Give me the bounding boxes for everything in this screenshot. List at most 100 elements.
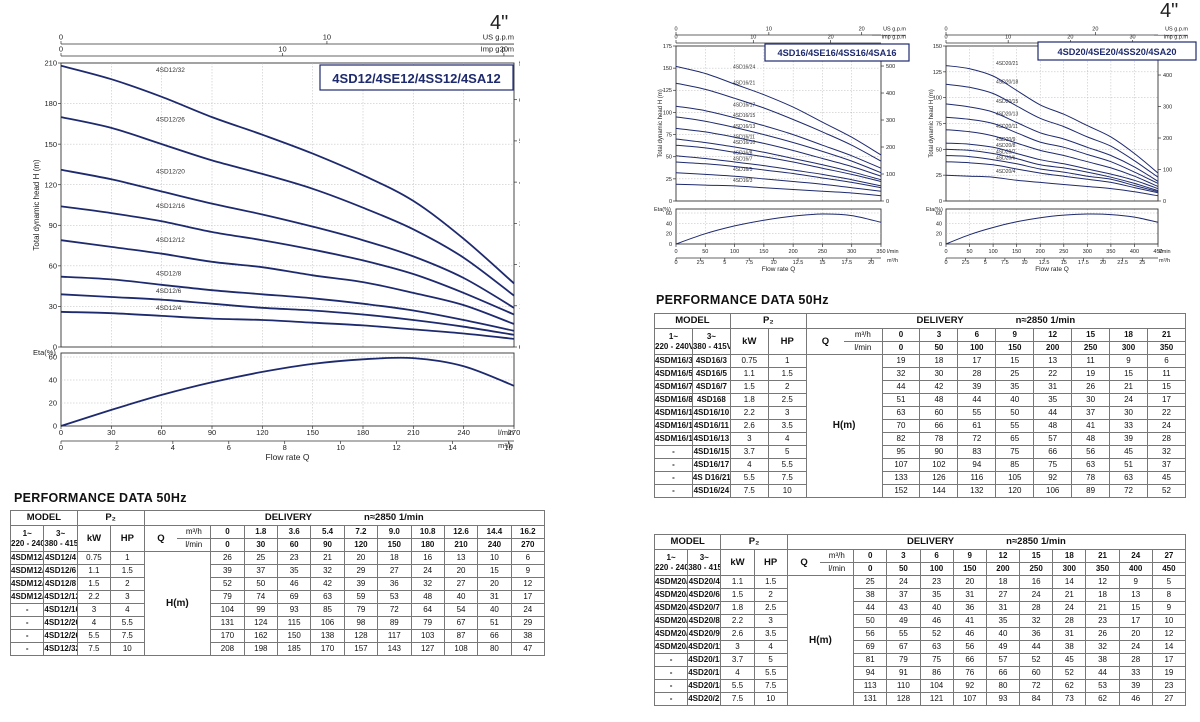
kw-value: 0.75 — [729, 354, 769, 368]
three-phase-model: 4SD16/10 — [691, 406, 731, 420]
head-value: 75 — [995, 445, 1035, 459]
model-header: MODEL — [10, 510, 78, 526]
eta-tick-label: 60 — [936, 211, 942, 217]
lmin-value: 120 — [343, 538, 379, 552]
x-axis-label: Flow rate Q — [1035, 266, 1069, 273]
lmin-value: 100 — [919, 562, 954, 576]
x-unit-m3h: m³/h — [498, 441, 513, 450]
feet-tick-label: 200 — [519, 260, 520, 269]
y-tick-label: 0 — [53, 343, 57, 352]
m3h-value: 3 — [919, 328, 959, 342]
head-value: 23 — [1151, 679, 1187, 693]
impgpm-unit: Imp g.p.m — [882, 35, 907, 41]
head-value: 24 — [1118, 640, 1153, 654]
head-value: 69 — [276, 590, 312, 604]
eta-axis-label: Eta(%) — [654, 207, 671, 213]
table-header-row: MODEL P₂ DELIVERY n≈2850 1/min — [654, 313, 1187, 329]
head-curve-4sd12-4 — [60, 310, 515, 340]
hp-value: 3 — [767, 406, 807, 420]
y-axis-label: Total dynamic head H (m) — [32, 159, 41, 250]
head-value: 73 — [1052, 692, 1087, 706]
m3h-tick-label: 4 — [171, 443, 175, 452]
delivery-label: DELIVERY — [906, 536, 955, 547]
x-tick-label: 0 — [674, 249, 677, 255]
m3h-value: 21 — [1146, 328, 1187, 342]
head-value: 81 — [853, 653, 888, 667]
head-value: 39 — [210, 564, 245, 578]
x-tick-label: 30 — [107, 428, 115, 437]
head-curve-4sd12-8 — [60, 275, 515, 332]
single-phase-model: 4SDM20/7 — [653, 601, 689, 615]
single-phase-model: 4SDM12/12 — [9, 590, 45, 604]
three-phase-model: 4SD12/6 — [43, 564, 78, 578]
head-value: 14 — [1151, 640, 1187, 654]
kw-value: 4 — [729, 458, 769, 472]
head-value: 107 — [881, 458, 921, 472]
head-value: 64 — [410, 603, 445, 617]
head-value: 57 — [985, 653, 1021, 667]
y-tick-label: 125 — [933, 70, 942, 76]
head-value: 37 — [243, 564, 279, 578]
head-value: 128 — [886, 692, 921, 706]
head-value: 76 — [952, 666, 987, 680]
curve-label: 4SD12/26 — [156, 117, 185, 124]
efficiency-curve — [945, 213, 1159, 245]
head-value: 40 — [995, 393, 1035, 407]
hp-value: 4 — [767, 432, 807, 446]
curve-label: 4SD16/13 — [733, 124, 755, 130]
hp-value: 5 — [767, 445, 807, 459]
head-value: 28 — [957, 367, 997, 381]
y-tick-label: 150 — [44, 140, 57, 149]
table-row: 4SDM16/7 4SD16/7 1.5 2 44 42 39 35 31 26 21 15 — [654, 380, 1187, 394]
table-header-row: MODEL P₂ DELIVERY n≈2850 1/min — [653, 534, 1187, 550]
three-phase-header: 3~380 - 415V — [691, 328, 731, 355]
head-value: 11 — [1071, 354, 1111, 368]
x-tick-label: 150 — [759, 249, 768, 255]
head-curve-4sd12-12 — [60, 239, 515, 325]
m3h-tick-label: 5 — [984, 260, 987, 266]
head-value: 28 — [1052, 614, 1087, 628]
single-phase-model: 4SDM16/11 — [654, 419, 693, 433]
m3h-tick-label: 10 — [771, 260, 777, 266]
x-unit-lmin: l/min — [498, 428, 514, 437]
kw-value: 5.5 — [720, 679, 755, 693]
hp-value: 1 — [110, 551, 145, 565]
chart-title-box — [764, 43, 910, 62]
m3h-value: 6 — [957, 328, 997, 342]
eta-plot-frame — [945, 208, 1159, 245]
head-value: 20 — [1118, 627, 1153, 641]
table-row: 4SDM16/5 4SD16/5 1.1 1.5 32 30 28 25 22 19 15 11 — [654, 367, 1187, 381]
hp-value: 3.5 — [767, 419, 807, 433]
curve-label: 4SD20/13 — [996, 112, 1018, 118]
head-value: 45 — [1109, 445, 1148, 459]
m3h-tick-label: 2.5 — [697, 260, 705, 266]
head-value: 48 — [919, 393, 959, 407]
x-tick-label: 400 — [1130, 249, 1139, 255]
three-phase-model: 4SD20/11 — [687, 640, 722, 654]
curve-label: 4SD16/7 — [733, 156, 753, 162]
delivery-header: DELIVERY n≈2850 1/min — [805, 313, 1187, 329]
x-tick-label: 100 — [730, 249, 739, 255]
table-row: -4SD20/21 7.5 10 131 128 121 107 93 84 73 62 46 27 — [653, 692, 1187, 706]
x-tick-label: 350 — [876, 249, 885, 255]
m3h-value: 16.2 — [510, 525, 546, 539]
single-phase-model: 4SDM20/8 — [653, 614, 689, 628]
three-phase-model: 4SD16/3 — [691, 354, 731, 368]
feet-tick-label: 200 — [886, 145, 895, 151]
head-value: 66 — [919, 419, 959, 433]
head-value: 63 — [919, 640, 954, 654]
impgpm-tick-label: 10 — [1005, 35, 1011, 41]
head-value: 19 — [1071, 367, 1111, 381]
head-curve-4sd20-4 — [945, 174, 1159, 197]
head-value: 72 — [1019, 679, 1054, 693]
curve-label: 4SD16/11 — [733, 134, 755, 140]
head-value: 21 — [1085, 601, 1120, 615]
head-value: 18 — [1085, 588, 1120, 602]
hp-value: 2 — [753, 588, 788, 602]
head-value: 40 — [919, 601, 954, 615]
head-value: 56 — [1071, 445, 1111, 459]
hp-value: 1.5 — [767, 367, 807, 381]
y-tick-label: 60 — [49, 261, 57, 270]
